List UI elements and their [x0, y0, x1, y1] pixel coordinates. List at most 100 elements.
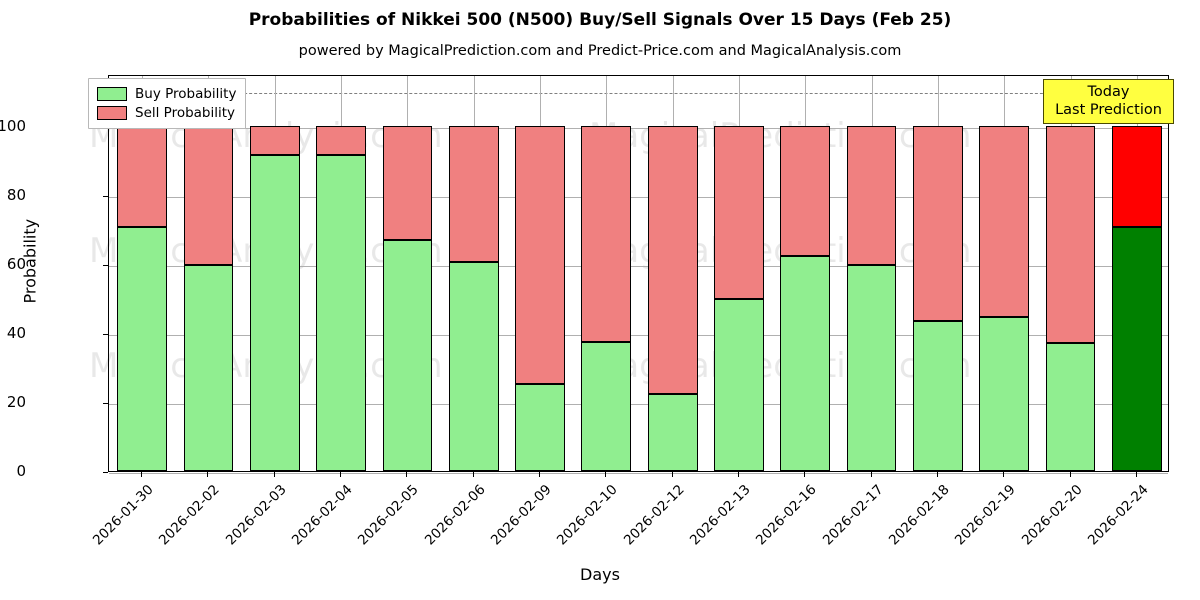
bar-group[interactable] [448, 125, 499, 471]
bar-segment-sell[interactable] [249, 125, 300, 156]
bar-segment-sell[interactable] [183, 125, 234, 265]
y-axis-tick-mark [103, 195, 108, 197]
x-axis-tick-label: 2026-02-18 [885, 481, 953, 549]
today-label-line2: Last Prediction [1055, 102, 1162, 118]
bar-group[interactable] [581, 125, 632, 471]
plot-area: MagicalAnalysis.comMagicalPrediction.com… [89, 75, 1169, 474]
bar-group[interactable] [183, 125, 234, 471]
x-axis-tick-label: 2026-02-06 [421, 481, 489, 549]
bar-segment-buy[interactable] [448, 261, 499, 471]
bar-segment-sell[interactable] [1111, 125, 1162, 227]
grid-line-horizontal [109, 334, 1168, 336]
bar-segment-sell[interactable] [117, 125, 168, 227]
y-axis-tick-label: 60 [6, 254, 26, 273]
x-axis-tick-mark [1003, 472, 1004, 477]
y-axis-tick-label: 0 [16, 462, 26, 480]
bar-group[interactable] [382, 125, 433, 471]
bar-segment-sell[interactable] [581, 125, 632, 342]
bar-segment-buy[interactable] [515, 384, 565, 471]
bar-segment-buy[interactable] [382, 240, 433, 471]
legend-label-sell: Sell Probability [135, 104, 236, 121]
bar-segment-sell[interactable] [846, 125, 897, 265]
grid-line-horizontal [109, 473, 1168, 474]
bar-segment-sell[interactable] [382, 125, 433, 241]
x-axis-tick-mark [804, 472, 805, 477]
x-axis-tick-mark [141, 472, 142, 477]
bar-segment-buy[interactable] [846, 264, 897, 471]
x-axis-tick-label: 2026-02-03 [222, 481, 290, 549]
x-axis-tick-mark [605, 472, 606, 477]
bar-group[interactable] [515, 125, 565, 471]
bar-segment-buy[interactable] [780, 255, 831, 471]
bar-segment-sell[interactable] [1045, 125, 1096, 344]
grid-line-horizontal [109, 127, 1168, 129]
x-axis-tick-label: 2026-02-09 [487, 481, 555, 549]
bar-segment-buy[interactable] [1045, 343, 1096, 471]
bar-group[interactable] [846, 125, 897, 471]
x-axis-tick-label: 2026-02-05 [355, 481, 423, 549]
bar-group[interactable] [913, 125, 963, 471]
x-axis-tick-label: 2026-02-13 [686, 481, 754, 549]
x-axis-tick-label: 2026-02-12 [620, 481, 688, 549]
x-axis-tick-mark [207, 472, 208, 477]
bar-group[interactable] [117, 125, 168, 471]
bar-segment-buy[interactable] [1111, 226, 1162, 471]
grid-line-horizontal [109, 265, 1168, 267]
x-axis-tick-mark [738, 472, 739, 477]
x-axis-tick-label: 2026-02-04 [288, 481, 356, 549]
bar-segment-buy[interactable] [117, 226, 168, 471]
x-axis-tick-label: 2026-01-30 [90, 481, 157, 549]
x-axis-tick-mark [473, 472, 474, 477]
bar-group[interactable] [714, 125, 764, 471]
x-axis-tick-mark [672, 472, 673, 477]
x-axis-tick-label: 2026-02-16 [753, 481, 820, 549]
bar-segment-buy[interactable] [249, 155, 300, 471]
legend-swatch-buy [97, 86, 127, 101]
bar-group[interactable] [647, 125, 698, 471]
x-axis-tick-label: 2026-02-17 [819, 481, 887, 549]
x-axis-tick-mark [274, 472, 275, 477]
today-label-line1: Today [1087, 84, 1130, 100]
chart-title: Probabilities of Nikkei 500 (N500) Buy/S… [248, 10, 952, 30]
bar-segment-buy[interactable] [183, 264, 234, 471]
bar-segment-sell[interactable] [979, 125, 1030, 318]
x-axis-tick-mark [406, 472, 407, 477]
bar-segment-sell[interactable] [780, 125, 831, 256]
chart-subtitle: powered by MagicalPrediction.com and Pre… [298, 43, 902, 59]
bar-group[interactable] [979, 125, 1030, 471]
bar-group[interactable] [1111, 125, 1162, 471]
bar-segment-sell[interactable] [647, 125, 698, 395]
bar-segment-sell[interactable] [316, 125, 366, 156]
today-annotation: Today Last Prediction [1043, 79, 1174, 124]
bar-group[interactable] [316, 125, 366, 471]
y-axis-tick-label: 80 [6, 185, 26, 204]
bar-segment-buy[interactable] [979, 317, 1030, 471]
bar-segment-sell[interactable] [714, 125, 764, 300]
x-axis-tick-mark [539, 472, 540, 477]
bar-group[interactable] [780, 125, 831, 471]
x-axis-tick-label: 2026-02-20 [1018, 481, 1086, 549]
bar-group[interactable] [1045, 125, 1096, 471]
bar-segment-buy[interactable] [647, 394, 698, 471]
y-axis-title: Probability [20, 218, 40, 303]
bar-segment-sell[interactable] [913, 125, 963, 321]
bar-segment-buy[interactable] [913, 320, 963, 471]
bar-segment-buy[interactable] [581, 341, 632, 471]
x-axis-tick-mark [871, 472, 872, 477]
y-axis-tick-label: 40 [6, 323, 26, 342]
reference-line [109, 93, 1168, 95]
y-axis-tick-label: 100 [0, 116, 26, 135]
legend-item-buy: Buy Probability [97, 84, 236, 103]
y-axis-tick-label: 20 [6, 392, 26, 411]
bar-segment-buy[interactable] [714, 299, 764, 471]
bar-group[interactable] [249, 125, 300, 471]
bar-segment-sell[interactable] [515, 125, 565, 385]
y-axis-tick-mark [103, 402, 108, 404]
x-axis-tick-mark [937, 472, 938, 477]
bar-segment-sell[interactable] [448, 125, 499, 262]
bar-segment-buy[interactable] [316, 155, 366, 471]
x-axis-tick-label: 2026-02-24 [1084, 481, 1152, 549]
x-axis-tick-label: 2026-02-02 [156, 481, 224, 549]
x-axis-tick-mark [1136, 472, 1137, 477]
